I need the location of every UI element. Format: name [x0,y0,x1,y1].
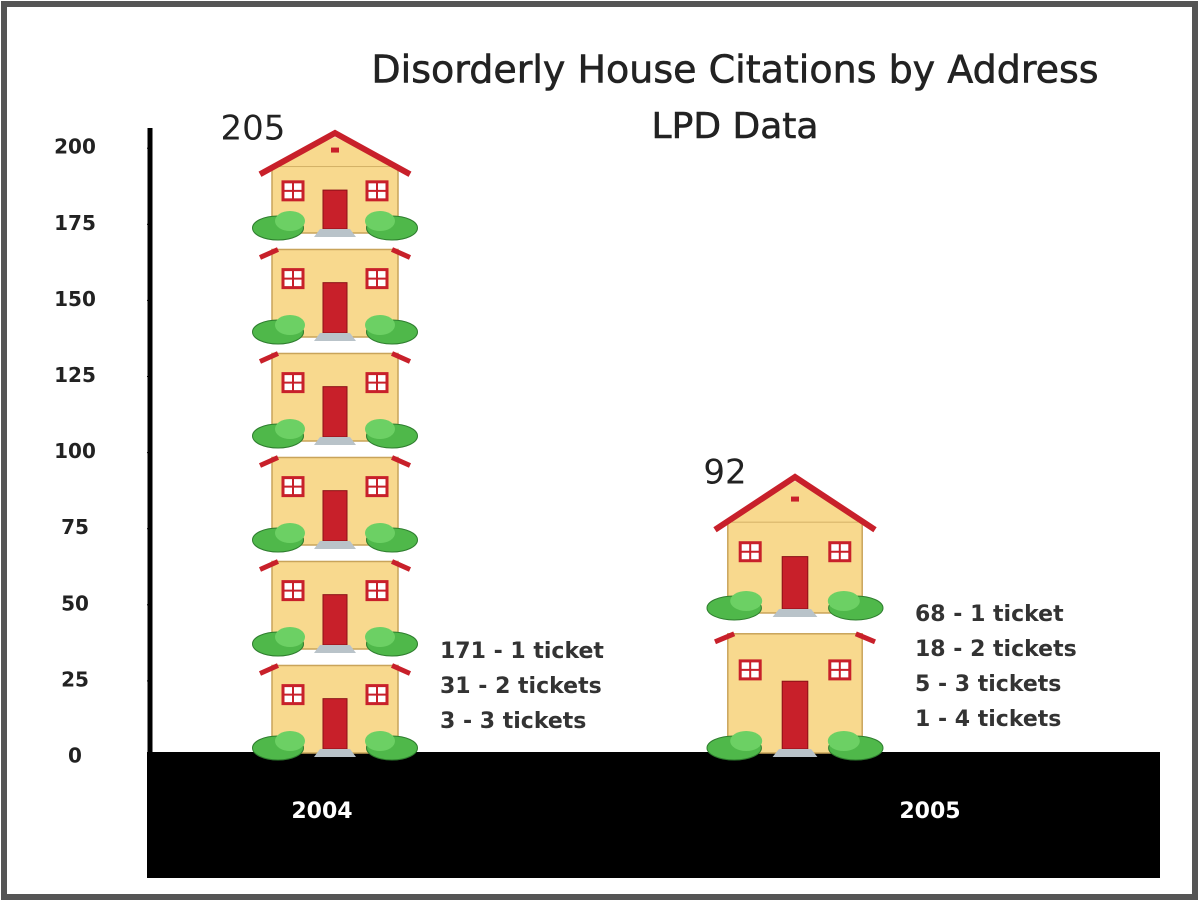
house-door [322,594,348,646]
bush [365,211,395,231]
y-tick-label: 175 [54,211,96,235]
bush [827,590,860,611]
house-eave [258,559,280,572]
annotation: 18 - 2 tickets [915,637,1077,662]
house-eave [390,247,412,260]
bush [365,627,395,647]
annotation: 31 - 2 tickets [440,674,602,699]
bush [365,315,395,335]
bush [365,419,395,439]
y-tick-label: 50 [61,591,89,615]
house-door [322,189,348,230]
house-door [322,698,348,750]
x-tick-label: 2004 [291,799,352,824]
house-eave [258,351,280,364]
chart-subtitle: LPD Data [652,106,819,147]
house-eave [258,663,280,676]
y-tick-label: 25 [61,667,89,691]
house-step [772,749,818,757]
house-eave [258,455,280,468]
annotation: 5 - 3 tickets [915,672,1061,697]
x-tick-label: 2005 [899,799,960,824]
bush [365,731,395,751]
annotation: 171 - 1 ticket [440,639,604,664]
house-step [314,541,356,549]
bush [275,211,305,231]
bush [730,731,763,751]
y-tick-label: 200 [54,135,96,159]
ground [147,752,1160,878]
house-step [314,437,356,445]
house-eave [390,663,412,676]
annotation: 1 - 4 tickets [915,707,1061,732]
annotation: 68 - 1 ticket [915,602,1064,627]
value-label: 92 [703,452,746,492]
house-vent [791,496,799,502]
y-tick-label: 0 [68,744,82,768]
house-step [772,608,818,617]
bush [275,523,305,543]
house-eave [390,559,412,572]
house-step [314,645,356,653]
house-door [781,556,809,610]
bar [252,129,418,761]
bush [275,731,305,751]
annotation: 3 - 3 tickets [440,709,586,734]
house-eave [854,631,876,645]
house-eave [390,455,412,468]
y-tick-label: 150 [54,287,96,311]
bush [275,315,305,335]
house-step [314,749,356,757]
y-tick-label: 125 [54,363,96,387]
bar [706,473,884,761]
house-eave [390,351,412,364]
house-door [322,282,348,334]
house-vent [331,147,339,153]
house-eave [714,631,736,645]
value-label: 205 [221,109,286,149]
house-door [322,490,348,542]
house-step [314,229,356,237]
chart-title: Disorderly House Citations by Address [371,48,1098,92]
house-step [314,333,356,341]
house-eave [258,247,280,260]
bush [275,419,305,439]
y-tick-label: 75 [61,515,89,539]
house-roof [713,473,877,533]
house-door [322,386,348,438]
bush [275,627,305,647]
bush [827,731,860,751]
house-roof [258,129,412,177]
house-door [781,680,809,750]
bush [730,590,763,611]
bush [365,523,395,543]
y-tick-label: 100 [54,439,96,463]
